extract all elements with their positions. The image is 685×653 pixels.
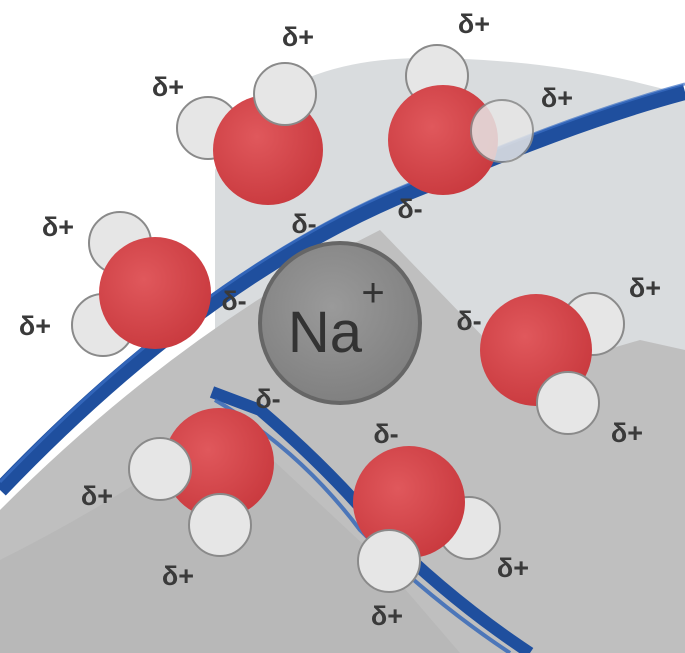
delta-minus-label: δ- [291,209,316,239]
delta-plus-label: δ+ [42,212,74,242]
water-molecule-6 [353,446,501,593]
delta-plus-label: δ+ [629,273,661,303]
ion-symbol: Na [288,300,363,365]
delta-plus-label: δ+ [611,418,643,448]
delta-plus-label: δ+ [81,481,113,511]
water-molecule-4 [480,292,625,435]
delta-plus-label: δ+ [497,553,529,583]
ion-charge: + [361,271,384,315]
delta-plus-label: δ+ [458,9,490,39]
delta-plus-label: δ+ [282,22,314,52]
delta-plus-label: δ+ [19,311,51,341]
delta-minus-label: δ- [456,306,481,336]
delta-plus-label: δ+ [371,601,403,631]
delta-minus-label: δ- [255,384,280,414]
water-molecule-5 [128,408,274,557]
delta-minus-label: δ- [221,286,246,316]
delta-plus-label: δ+ [152,72,184,102]
delta-plus-label: δ+ [162,561,194,591]
delta-plus-label: δ+ [541,83,573,113]
water-molecule-2 [388,44,534,195]
sodium-ion: Na + [258,241,422,405]
water-molecule-1 [176,62,323,205]
blue-ribbon-main [0,84,685,496]
delta-minus-label: δ- [373,419,398,449]
blue-ribbon-main-highlight [0,82,685,484]
water-molecule-3 [71,211,211,357]
delta-minus-label: δ- [397,194,422,224]
